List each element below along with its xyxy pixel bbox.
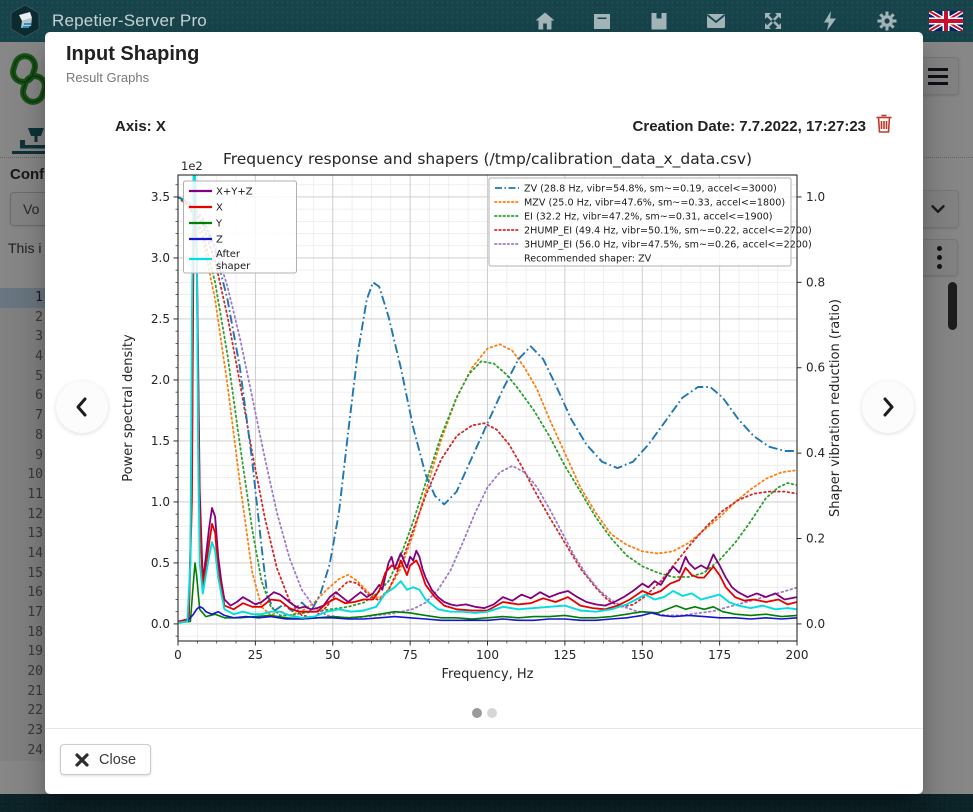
svg-text:2HUMP_EI (49.4 Hz, vibr=50.1%,: 2HUMP_EI (49.4 Hz, vibr=50.1%, sm~=0.22,… xyxy=(524,225,812,236)
svg-text:2.0: 2.0 xyxy=(151,373,170,387)
footer-divider xyxy=(45,728,923,729)
close-x-icon xyxy=(75,753,89,767)
svg-text:75: 75 xyxy=(402,648,417,662)
svg-text:1.0: 1.0 xyxy=(806,190,825,204)
carousel-dot[interactable] xyxy=(472,708,482,718)
svg-text:3.0: 3.0 xyxy=(151,251,170,265)
svg-text:0.0: 0.0 xyxy=(806,617,825,631)
close-button[interactable]: Close xyxy=(60,744,151,775)
svg-text:1.5: 1.5 xyxy=(151,434,170,448)
svg-text:1.0: 1.0 xyxy=(151,495,170,509)
bolt-icon[interactable] xyxy=(818,9,842,33)
svg-text:ZV (28.8 Hz, vibr=54.8%, sm~=0: ZV (28.8 Hz, vibr=54.8%, sm~=0.19, accel… xyxy=(524,183,777,194)
svg-text:X+Y+Z: X+Y+Z xyxy=(216,187,253,198)
svg-text:25: 25 xyxy=(248,648,263,662)
arrows-icon[interactable] xyxy=(761,9,785,33)
legend-right: ZV (28.8 Hz, vibr=54.8%, sm~=0.19, accel… xyxy=(489,178,812,266)
svg-text:0.8: 0.8 xyxy=(806,275,825,289)
svg-text:125: 125 xyxy=(553,648,576,662)
svg-text:150: 150 xyxy=(631,648,654,662)
svg-text:MZV (25.0 Hz, vibr=47.6%, sm~=: MZV (25.0 Hz, vibr=47.6%, sm~=0.33, acce… xyxy=(524,197,785,208)
input-shaping-dialog: Input Shaping Result Graphs Axis: X Crea… xyxy=(45,32,923,794)
svg-text:Y: Y xyxy=(215,219,223,230)
app-title: Repetier-Server Pro xyxy=(52,11,207,31)
dialog-title: Input Shaping xyxy=(66,43,199,66)
chart-header-row: Axis: X Creation Date: 7.7.2022, 17:27:2… xyxy=(115,113,893,139)
svg-text:0.6: 0.6 xyxy=(806,361,825,375)
creation-date-group: Creation Date: 7.7.2022, 17:27:23 xyxy=(633,113,893,139)
dialog-subtitle: Result Graphs xyxy=(66,70,149,85)
close-button-label: Close xyxy=(99,752,136,768)
carousel-prev-button[interactable] xyxy=(56,381,108,433)
chart-title: Frequency response and shapers (/tmp/cal… xyxy=(223,150,752,169)
mail-icon[interactable] xyxy=(704,9,728,33)
svg-text:50: 50 xyxy=(325,648,340,662)
svg-text:0.0: 0.0 xyxy=(151,617,170,631)
gear-icon[interactable] xyxy=(875,9,899,33)
svg-text:Z: Z xyxy=(216,235,223,246)
result-graph: 0 25 50 75 100 125 150 175 200 0.0 0.5 1.0 1.5 2.0 2.5… xyxy=(115,145,853,697)
printer-box-icon[interactable] xyxy=(590,9,614,33)
y-offset-label: 1e2 xyxy=(181,159,203,173)
svg-text:After: After xyxy=(216,249,241,260)
svg-text:175: 175 xyxy=(708,648,731,662)
legend-left: X+Y+Z XYZ Aftershaper xyxy=(184,181,297,273)
svg-text:0.5: 0.5 xyxy=(151,556,170,570)
home-icon[interactable] xyxy=(533,9,557,33)
uk-flag-icon[interactable] xyxy=(929,11,963,31)
carousel-dots xyxy=(45,708,923,718)
svg-text:200: 200 xyxy=(786,648,809,662)
repetier-logo-icon[interactable] xyxy=(8,4,42,38)
svg-text:EI (32.2 Hz, vibr=47.2%, sm~=0: EI (32.2 Hz, vibr=47.2%, sm~=0.31, accel… xyxy=(524,211,773,222)
svg-text:X: X xyxy=(216,203,223,214)
svg-text:3HUMP_EI (56.0 Hz, vibr=47.5%,: 3HUMP_EI (56.0 Hz, vibr=47.5%, sm~=0.26,… xyxy=(524,239,812,250)
carousel-next-button[interactable] xyxy=(862,381,914,433)
screen: Repetier-Server Pro Confi Vo This i 1234… xyxy=(0,0,973,812)
svg-text:shaper: shaper xyxy=(216,261,251,272)
bookmark-icon[interactable] xyxy=(647,9,671,33)
creation-date: Creation Date: 7.7.2022, 17:27:23 xyxy=(633,118,866,135)
svg-text:2.5: 2.5 xyxy=(151,312,170,326)
y-left-label: Power spectral density xyxy=(121,334,136,482)
svg-text:3.5: 3.5 xyxy=(151,190,170,204)
svg-text:0: 0 xyxy=(174,648,182,662)
axis-label: Axis: X xyxy=(115,118,166,135)
chevron-right-icon xyxy=(875,394,901,420)
svg-text:100: 100 xyxy=(476,648,499,662)
svg-text:0.4: 0.4 xyxy=(806,446,825,460)
y-right-label: Shaper vibration reduction (ratio) xyxy=(828,299,843,517)
frequency-response-chart: 0 25 50 75 100 125 150 175 200 0.0 0.5 1.0 1.5 2.0 2.5… xyxy=(115,145,853,697)
carousel-dot[interactable] xyxy=(487,708,497,718)
x-axis-label: Frequency, Hz xyxy=(441,667,533,682)
chevron-left-icon xyxy=(69,394,95,420)
recommended-shaper-note: Recommended shaper: ZV xyxy=(524,253,652,264)
svg-text:0.2: 0.2 xyxy=(806,532,825,546)
trash-icon[interactable] xyxy=(875,113,893,139)
